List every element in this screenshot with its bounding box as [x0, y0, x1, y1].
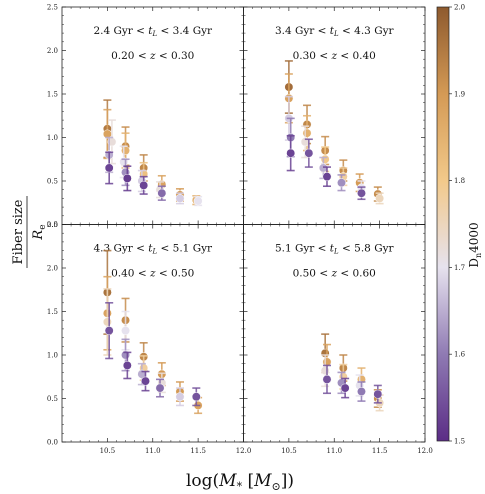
panel-z-label: 0.30 < z < 0.40	[293, 50, 376, 62]
data-point	[340, 383, 350, 393]
colorbar-label: Dn4000	[467, 222, 483, 267]
colorbar-tick-label: 2.0	[454, 4, 465, 12]
y-tick-label: 0.5	[47, 178, 58, 186]
data-point	[121, 146, 130, 156]
data-point	[322, 374, 332, 384]
panel-age-label: 3.4 Gyr < tL < 4.3 Gyr	[275, 25, 395, 38]
data-point	[357, 188, 366, 198]
colorbar-gradient	[436, 6, 450, 442]
colorbar-tick-label: 1.8	[454, 177, 465, 185]
y-tick-label: 1.5	[47, 91, 58, 99]
data-point	[104, 326, 114, 336]
data-point	[175, 392, 185, 402]
data-point	[104, 163, 114, 173]
y-axis-label-numerator: Fiber size	[11, 199, 26, 264]
panel-age-label: 4.3 Gyr < tL < 5.1 Gyr	[93, 243, 213, 256]
data-point	[102, 317, 112, 327]
x-tick-label: 11.0	[326, 447, 342, 455]
y-tick-label: 2.5	[47, 221, 58, 229]
y-tick-label: 2.0	[47, 265, 58, 273]
data-point	[320, 154, 330, 164]
panel-frame	[243, 224, 426, 443]
data-point	[357, 387, 366, 396]
colorbar-tick-label: 1.5	[454, 438, 465, 446]
panel-4: 10.5 11.0 11.5 12.0 5.1 Gyr < tL < 5.8 Gyr 0.…	[243, 224, 433, 455]
y-tick-label: 2.0	[47, 47, 58, 55]
data-point	[122, 173, 132, 183]
y-tick-label: 0.0	[47, 439, 58, 447]
data-point	[121, 326, 130, 336]
y-tick-label: 1.0	[47, 352, 58, 360]
data-point	[175, 193, 185, 203]
data-point	[141, 376, 150, 386]
colorbar-tick-label: 1.9	[454, 90, 465, 98]
panel-z-label: 0.40 < z < 0.50	[111, 268, 194, 280]
panel-frame	[61, 224, 244, 443]
x-tick-label: 12.0	[236, 447, 252, 455]
panel-age-label: 5.1 Gyr < tL < 5.8 Gyr	[275, 243, 395, 256]
data-point	[337, 178, 346, 188]
data-point	[286, 148, 296, 158]
data-point	[375, 193, 385, 203]
panel-z-label: 0.20 < z < 0.30	[111, 50, 194, 62]
y-axis-label-denominator: Re	[31, 224, 48, 240]
x-tick-label: 11.5	[372, 447, 388, 455]
x-tick-label: 11.0	[145, 447, 161, 455]
x-tick-label: 10.5	[100, 447, 116, 455]
panel-3: 10.5 11.0 11.5 12.0 0.0 0.5 1.0 1.5 2.0 2.5 4.3 Gy…	[47, 221, 251, 455]
data-point	[122, 360, 132, 370]
data-point	[320, 366, 330, 376]
panel-z-label: 0.50 < z < 0.60	[293, 268, 376, 280]
axis-layer: Fiber size Re log(M* [M⊙])	[11, 196, 294, 493]
x-tick-label: 11.5	[190, 447, 206, 455]
y-tick-label: 0.5	[47, 395, 58, 403]
panels-layer: 0.0 0.5 1.0 1.5 2.0 2.5 2.4 Gyr < tL < 3.4 Gyr…	[47, 4, 433, 456]
colorbar-tick-label: 1.6	[454, 351, 466, 359]
y-tick-label: 2.5	[47, 4, 58, 12]
panel-1: 0.0 0.5 1.0 1.5 2.0 2.5 2.4 Gyr < tL < 3.4 Gyr…	[47, 4, 244, 229]
panel-frame	[61, 6, 244, 225]
data-point	[322, 172, 332, 182]
x-tick-label: 10.5	[281, 447, 297, 455]
data-point	[139, 180, 149, 190]
data-point	[155, 383, 165, 393]
colorbar-tick-label: 1.7	[454, 264, 465, 272]
y-tick-label: 1.5	[47, 308, 58, 316]
x-axis-label: log(M* [M⊙])	[186, 471, 294, 493]
y-tick-label: 1.0	[47, 134, 58, 142]
colorbar: 1.5 1.6 1.7 1.8 1.9 2.0 Dn4000	[436, 4, 483, 446]
data-point	[193, 196, 203, 206]
panel-2: 3.4 Gyr < tL < 4.3 Gyr 0.30 < z < 0.40	[243, 6, 426, 225]
panel-age-label: 2.4 Gyr < tL < 3.4 Gyr	[93, 25, 213, 38]
x-tick-label: 12.0	[417, 447, 433, 455]
data-point	[191, 392, 201, 402]
data-point	[157, 188, 167, 198]
data-point	[304, 148, 314, 158]
y-tick-label: 0.0	[47, 221, 58, 229]
data-point	[302, 128, 312, 138]
data-point	[373, 389, 383, 399]
panel-frame	[243, 6, 426, 225]
